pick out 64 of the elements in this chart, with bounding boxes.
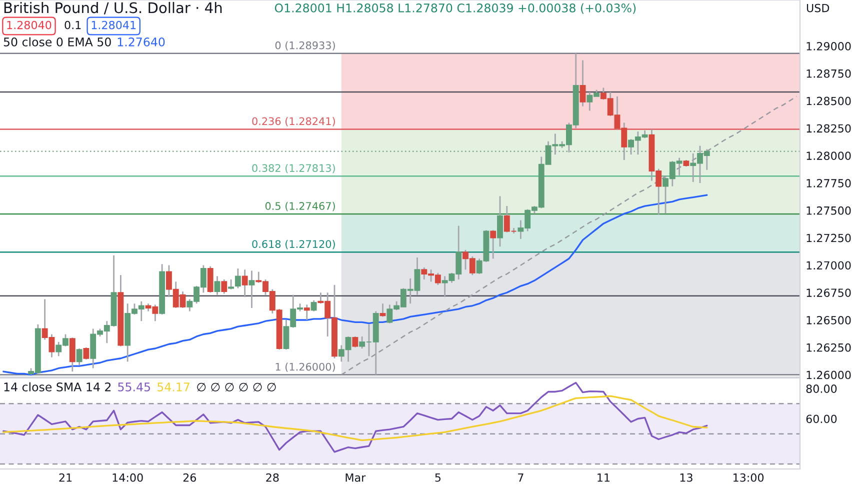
candlestick [310, 300, 317, 312]
x-tick-label: Mar [346, 474, 366, 482]
x-tick-label: 26 [183, 473, 196, 482]
annotation: 1.28041 [92, 20, 136, 30]
y-tick-label: 1.28250 [806, 124, 851, 133]
annotation: 55.45 [118, 382, 150, 392]
annotation: 1.27640 [118, 37, 165, 46]
y-tick-label: 1.27500 [806, 206, 851, 215]
y-tick-label: 1.28750 [806, 69, 851, 78]
y-tick-label: 1.26750 [806, 288, 851, 297]
candlestick [497, 195, 503, 248]
x-tick-label: 28 [266, 473, 279, 482]
y-tick-label: 80.00 [806, 384, 837, 393]
ref-line-label: 0.236 (1.28241) [252, 117, 335, 126]
x-tick-label: 11 [598, 474, 610, 482]
candlestick [304, 304, 310, 321]
candlestick [221, 278, 228, 294]
candlestick [248, 270, 255, 309]
ref-line-label: 0.618 (1.27120) [252, 240, 335, 250]
line-series [2, 382, 708, 453]
annotation: 50 close 0 EMA 50 [4, 37, 111, 46]
y-tick-label: 1.26500 [806, 316, 851, 324]
ref-line-label: 0.382 (1.27813) [252, 164, 335, 174]
y-tick-label: 1.28500 [806, 96, 851, 106]
annotation: 54.17 [158, 382, 190, 392]
y-tick-label: 60.00 [806, 414, 837, 424]
x-tick-label: 7 [518, 474, 524, 482]
chart-title: 14 close SMA 14 2 [4, 382, 111, 392]
y-tick-label: 1.26000 [806, 370, 851, 380]
candlestick [214, 275, 220, 296]
annotation: 0.1 [64, 20, 81, 30]
y-tick-label: 1.27000 [806, 261, 851, 270]
line-series [2, 395, 708, 442]
candlestick [69, 336, 76, 372]
ref-line-label: 0 (1.28933) [275, 41, 335, 50]
annotation: O1.28001 H1.28058 L1.27870 C1.28039 +0.00038 (+0.03%) [274, 3, 636, 14]
line-series [2, 194, 708, 376]
candlestick [380, 302, 386, 318]
annotation: ∅ ∅ ∅ ∅ ∅ ∅ [197, 382, 276, 392]
candlestick [490, 229, 496, 260]
x-tick-label: 13:00 [733, 473, 764, 482]
x-tick-label: 13 [680, 473, 692, 482]
y-tick-label: 1.26250 [806, 343, 851, 352]
candlestick [207, 266, 214, 294]
x-tick-label: 14:00 [112, 473, 143, 482]
candlestick [83, 346, 90, 360]
y-axis-title: USD [806, 4, 830, 12]
x-tick-label: 21 [59, 473, 72, 482]
y-tick-label: 1.28000 [806, 152, 851, 160]
candlestick [76, 348, 82, 366]
candlestick [234, 268, 241, 289]
y-tick-label: 1.27750 [806, 178, 851, 188]
annotation: 1.28040 [7, 20, 52, 30]
candlestick [580, 60, 586, 107]
ref-line-label: 0.5 (1.27467) [265, 202, 335, 212]
line-series [340, 96, 798, 376]
candlestick [242, 268, 248, 298]
chart-title: British Pound / U.S. Dollar · 4h [4, 2, 222, 14]
candlestick [228, 278, 234, 290]
x-tick-label: 5 [435, 474, 440, 482]
candlestick [352, 336, 358, 348]
ref-line-label: 1 (1.26000) [276, 362, 335, 372]
y-tick-label: 1.27250 [806, 234, 851, 242]
y-tick-label: 1.29000 [806, 42, 851, 50]
